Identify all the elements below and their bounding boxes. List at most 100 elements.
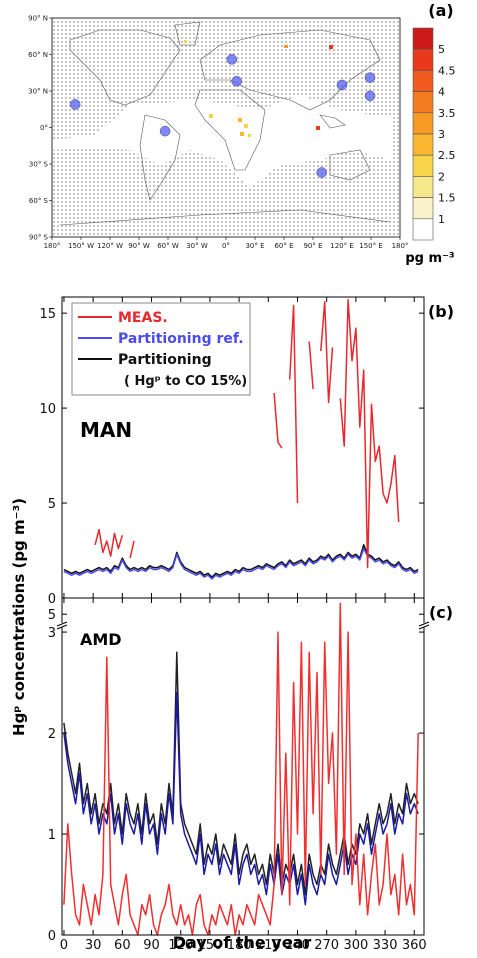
y-tick-label: 0° bbox=[40, 124, 48, 132]
x-tick-label: 210 bbox=[256, 938, 281, 953]
y-tick-label: 1 bbox=[48, 828, 56, 843]
x-tick-label: 330 bbox=[373, 938, 398, 953]
x-tick-label: 120° E bbox=[330, 242, 354, 250]
plot-area bbox=[63, 299, 419, 580]
y-tick-label: 90° N bbox=[28, 15, 48, 23]
panel-label: (c) bbox=[429, 603, 453, 622]
x-tick-label: 30° W bbox=[186, 242, 208, 250]
y-tick-label: 60° N bbox=[28, 51, 48, 59]
station bbox=[316, 167, 327, 178]
y-tick-label: 3 bbox=[48, 626, 56, 641]
colorbar-label: 1 bbox=[438, 213, 445, 226]
y-tick-label: 5 bbox=[48, 608, 56, 623]
colorbar-label: 5 bbox=[438, 43, 445, 56]
x-tick-label: 150° E bbox=[359, 242, 383, 250]
x-tick-label: 30° E bbox=[245, 242, 264, 250]
y-tick-label: 30° N bbox=[28, 88, 48, 96]
legend-detail: ( Hgᵖ to CO 15%) bbox=[124, 374, 247, 389]
series-line bbox=[63, 544, 419, 578]
legend-label: Partitioning bbox=[118, 352, 212, 368]
y-tick-label: 15 bbox=[39, 307, 56, 322]
series-line bbox=[63, 691, 419, 906]
legend-label: Partitioning ref. bbox=[118, 331, 244, 347]
y-tick-label: 0 bbox=[48, 929, 56, 944]
x-tick-label: 180 bbox=[227, 938, 252, 953]
panel-annotation: MAN bbox=[80, 418, 132, 442]
x-tick-label: 180° bbox=[44, 242, 61, 250]
colorbar-box bbox=[412, 48, 434, 71]
x-tick-label: 0° bbox=[222, 242, 230, 250]
colorbar-box bbox=[412, 176, 434, 198]
x-tick-label: 150° W bbox=[68, 242, 94, 250]
series-line bbox=[94, 299, 400, 569]
x-tick-label: 150 bbox=[197, 938, 222, 953]
x-tick-label: 30 bbox=[85, 938, 102, 953]
axis-break bbox=[56, 621, 68, 627]
station bbox=[69, 99, 81, 110]
y-tick-label: 90° S bbox=[29, 234, 49, 242]
station bbox=[336, 79, 348, 91]
colorbar-label: 2 bbox=[438, 170, 445, 183]
axis-break bbox=[56, 624, 68, 630]
x-tick-label: 300 bbox=[343, 938, 368, 953]
legend-box bbox=[71, 302, 251, 396]
y-tick-label: 2 bbox=[48, 727, 56, 742]
x-tick-label: 120 bbox=[168, 938, 193, 953]
colorbar-label: 3.5 bbox=[438, 107, 456, 120]
panel-annotation: AMD bbox=[80, 630, 122, 649]
colorbar-box bbox=[412, 133, 434, 156]
colorbar-label: 4 bbox=[438, 86, 445, 99]
colorbar-label: 1.5 bbox=[438, 192, 456, 205]
plot-frame bbox=[61, 597, 425, 936]
x-tick-label: 180° bbox=[392, 242, 409, 250]
colorbar-box bbox=[412, 91, 434, 114]
station bbox=[226, 54, 238, 65]
x-tick-label: 90° W bbox=[128, 242, 150, 250]
colorbar-box bbox=[412, 218, 434, 241]
station bbox=[159, 125, 171, 137]
map-patches bbox=[184, 40, 333, 137]
map-background bbox=[52, 18, 400, 237]
panel-label: (a) bbox=[428, 1, 453, 20]
colorbar-label: 2.5 bbox=[438, 149, 456, 162]
x-tick-label: 60° W bbox=[157, 242, 179, 250]
colorbar-box bbox=[412, 197, 434, 220]
legend-label: MEAS. bbox=[118, 310, 168, 326]
colorbar-box bbox=[412, 112, 434, 135]
station bbox=[231, 76, 242, 87]
series-line bbox=[63, 651, 419, 896]
x-tick-label: 270 bbox=[314, 938, 339, 953]
axis-break bbox=[418, 624, 430, 630]
y-tick-label: 0 bbox=[48, 592, 56, 607]
x-tick-label: 0 bbox=[60, 938, 68, 953]
y-axis-label: Hgᵖ concentrations (pg m⁻³) bbox=[10, 498, 28, 736]
series-line bbox=[63, 547, 419, 580]
y-tick-label: 30° S bbox=[29, 161, 49, 169]
x-tick-label: 90° E bbox=[303, 242, 322, 250]
series-line bbox=[63, 602, 419, 936]
x-tick-label: 360 bbox=[402, 938, 427, 953]
x-axis-label: Day of the year bbox=[173, 933, 312, 952]
station bbox=[364, 90, 376, 102]
colorbar-label: 4.5 bbox=[438, 64, 456, 77]
colorbar-box bbox=[412, 154, 434, 177]
x-tick-label: 240 bbox=[285, 938, 310, 953]
y-tick-label: 10 bbox=[39, 402, 56, 417]
axis-break bbox=[418, 621, 430, 627]
x-tick-label: 60° E bbox=[274, 242, 293, 250]
colorbar-label: 3 bbox=[438, 128, 445, 141]
colorbar-box bbox=[412, 27, 434, 50]
axis-break-gap bbox=[57, 623, 67, 627]
x-tick-label: 60 bbox=[114, 938, 131, 953]
y-tick-label: 5 bbox=[48, 497, 56, 512]
station bbox=[364, 72, 376, 83]
x-tick-label: 90 bbox=[143, 938, 160, 953]
colorbar-box bbox=[412, 70, 434, 92]
plot-area bbox=[63, 602, 419, 936]
panel-label: (b) bbox=[428, 302, 454, 321]
x-tick-label: 120° W bbox=[97, 242, 123, 250]
axis-break-gap bbox=[419, 623, 429, 627]
colorbar-unit: pg m⁻³ bbox=[405, 251, 454, 266]
